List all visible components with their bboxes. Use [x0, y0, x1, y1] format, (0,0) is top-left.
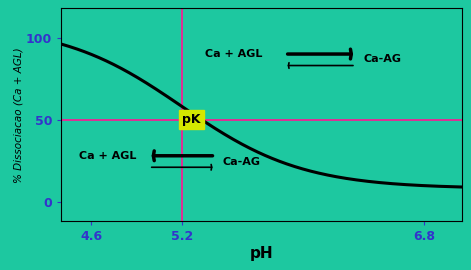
Text: Ca + AGL: Ca + AGL — [205, 49, 262, 59]
Text: Ca + AGL: Ca + AGL — [79, 151, 137, 161]
Y-axis label: % Dissociacao (Ca + AGL): % Dissociacao (Ca + AGL) — [13, 47, 23, 183]
Text: pK: pK — [182, 113, 201, 126]
Text: Ca-AG: Ca-AG — [223, 157, 261, 167]
X-axis label: pH: pH — [250, 246, 273, 261]
Text: Ca-AG: Ca-AG — [364, 54, 401, 64]
